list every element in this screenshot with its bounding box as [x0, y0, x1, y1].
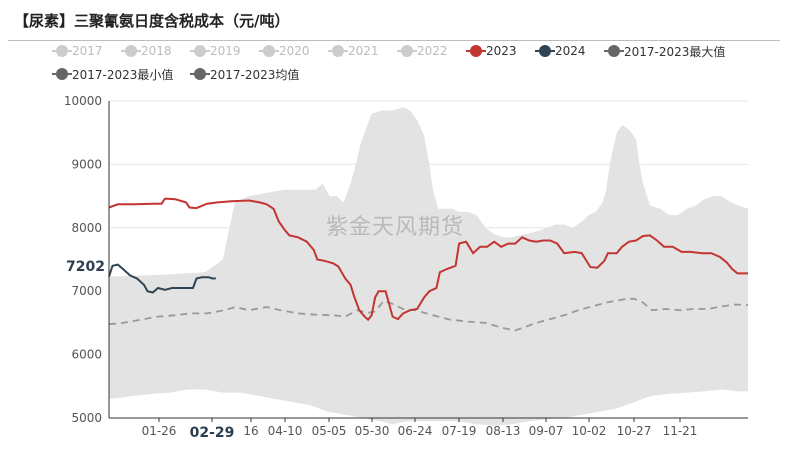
legend-label: 2018 — [141, 44, 172, 58]
legend-item[interactable]: 2017-2023均值 — [190, 65, 300, 83]
legend-marker-icon — [52, 68, 72, 80]
chart-title: 【尿素】三聚氰氨日度含税成本（元/吨） — [14, 12, 290, 30]
x-tick-label: 08-13 — [486, 424, 521, 438]
legend-item[interactable]: 2018 — [121, 42, 172, 60]
legend-item[interactable]: 2019 — [190, 42, 241, 60]
legend-item[interactable]: 2024 — [535, 42, 586, 60]
legend-label: 2023 — [486, 44, 517, 58]
series-line-2024 — [108, 263, 216, 294]
y-tick-label: 6000 — [71, 348, 102, 362]
x-tick-label: 10-27 — [617, 424, 652, 438]
x-tick-label: 09-07 — [529, 424, 564, 438]
legend-label: 2020 — [279, 44, 310, 58]
x-tick-label: 11-21 — [663, 424, 698, 438]
y-tick-label: 5000 — [71, 411, 102, 425]
x-tick-label: 16 — [243, 424, 258, 438]
y-tick-label: 10000 — [64, 94, 102, 108]
x-tick-label: 02-29 — [190, 425, 235, 441]
legend-item[interactable]: 2020 — [259, 42, 310, 60]
legend-item[interactable]: 2022 — [397, 42, 448, 60]
legend-item[interactable]: 2017-2023最大值 — [604, 42, 726, 60]
legend-marker-icon — [190, 68, 210, 80]
legend-item[interactable]: 2017 — [52, 42, 103, 60]
x-tick-label: 07-19 — [442, 424, 477, 438]
legend-item[interactable]: 2017-2023最小值 — [52, 65, 174, 83]
legend-label: 2021 — [348, 44, 379, 58]
legend-marker-icon — [190, 45, 210, 57]
legend-marker-icon — [52, 45, 72, 57]
min-max-band — [109, 107, 748, 426]
legend-label: 2019 — [210, 44, 241, 58]
legend-item[interactable]: 2023 — [466, 42, 517, 60]
x-tick-label: 05-05 — [312, 424, 347, 438]
legend-marker-icon — [397, 45, 417, 57]
watermark: 紫金天风期货 — [326, 215, 465, 240]
title-divider — [8, 40, 780, 41]
legend-label: 2017-2023最小值 — [72, 67, 174, 82]
x-tick-label: 05-30 — [355, 424, 390, 438]
y-tick-label: 7000 — [71, 284, 102, 298]
legend-marker-icon — [466, 45, 486, 57]
y-tick-label: 9000 — [71, 157, 102, 171]
legend-marker-icon — [121, 45, 141, 57]
legend-marker-icon — [259, 45, 279, 57]
legend-marker-icon — [328, 45, 348, 57]
legend-label: 2022 — [417, 44, 448, 58]
legend-label: 2017-2023均值 — [210, 67, 300, 82]
legend-label: 2017-2023最大值 — [624, 44, 726, 59]
series-line-average — [108, 297, 749, 332]
x-tick-label: 04-10 — [268, 424, 303, 438]
legend-item[interactable]: 2021 — [328, 42, 379, 60]
series-line-2023 — [108, 197, 748, 322]
y-tick-label: 8000 — [71, 221, 102, 235]
last-value-badge: 7202 — [64, 259, 107, 275]
x-tick-label: 01-26 — [142, 424, 177, 438]
x-tick-label: 06-24 — [398, 424, 433, 438]
x-tick-label: 10-02 — [572, 424, 607, 438]
legend-marker-icon — [604, 45, 624, 57]
legend-label: 2024 — [555, 44, 586, 58]
legend-label: 2017 — [72, 44, 103, 58]
legend-marker-icon — [535, 45, 555, 57]
